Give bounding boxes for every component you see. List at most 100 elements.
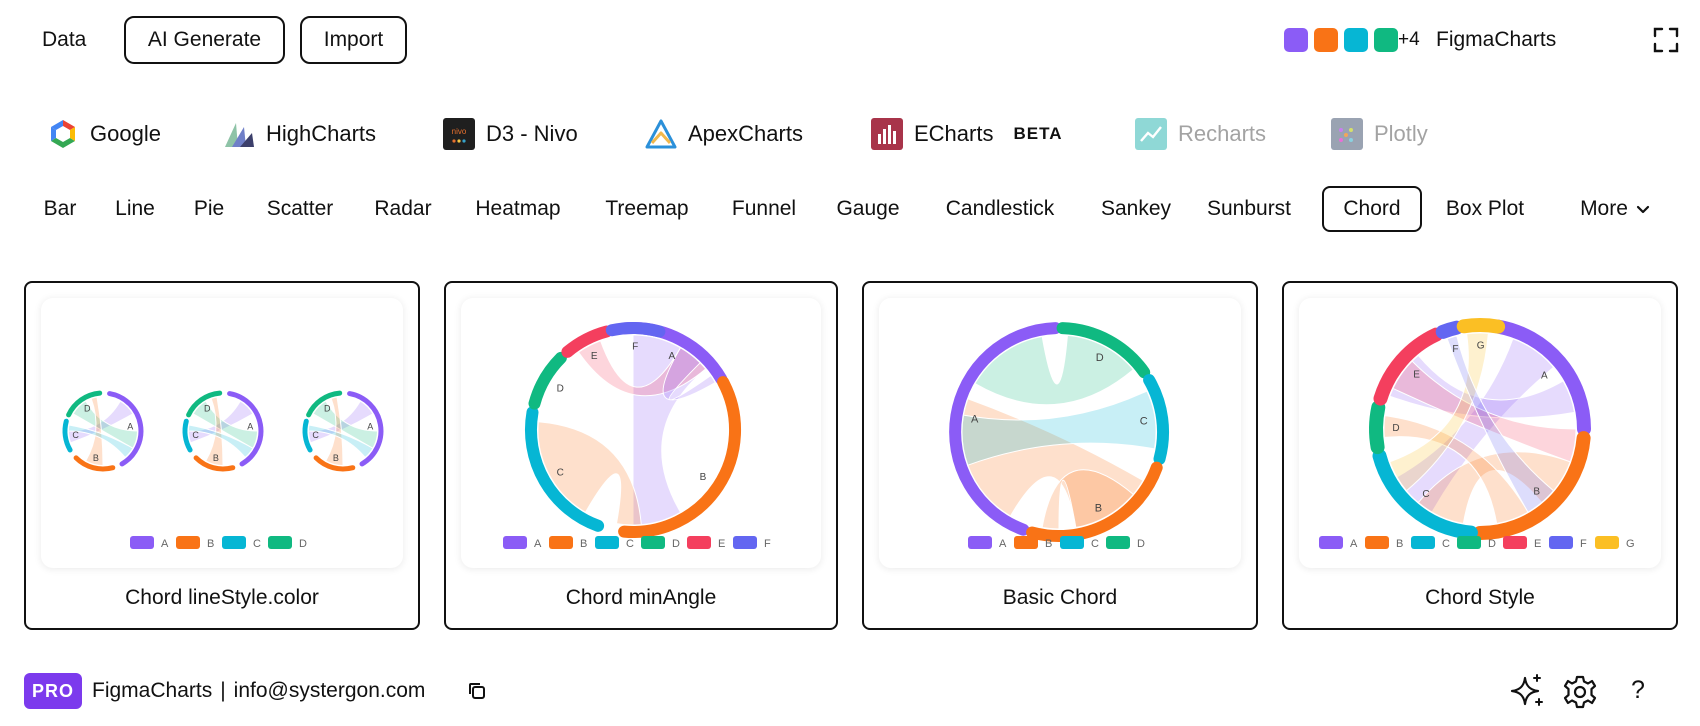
- card-title: Chord minAngle: [565, 586, 717, 609]
- chord-arc: [73, 455, 116, 472]
- chart-preview: A B C D E F A B C D E F: [461, 298, 821, 568]
- google-logo-icon: [46, 117, 80, 151]
- chord-arc: [107, 391, 144, 467]
- template-card[interactable]: A B C D E F G A B C D E F G Chord Style: [1282, 281, 1678, 630]
- account-info: FigmaCharts | info@systergon.com: [92, 679, 425, 703]
- library-label: Google: [90, 121, 161, 146]
- template-card[interactable]: A D C B A B C D Basic Chord: [862, 281, 1258, 630]
- chord-arc: [1373, 327, 1443, 406]
- ai-generate-button[interactable]: AI Generate: [124, 16, 285, 64]
- chord-arc: [62, 418, 73, 453]
- template-card[interactable]: A B C D A B C D A B C D A B C D Chord lineStyle.color: [24, 281, 420, 630]
- fullscreen-icon[interactable]: [1652, 26, 1680, 54]
- library-plotly[interactable]: Plotly: [1330, 114, 1428, 154]
- top-bar: Data AI Generate Import +4 FigmaCharts: [0, 0, 1700, 82]
- tab-chord[interactable]: Chord: [1322, 186, 1422, 232]
- theme-swatches[interactable]: [1284, 28, 1398, 52]
- chord-arc: [1473, 431, 1591, 540]
- legend-label: A: [999, 538, 1007, 550]
- tab-scatter[interactable]: Scatter: [266, 197, 334, 220]
- chord-node-label: D: [204, 404, 211, 414]
- tab-sunburst[interactable]: Sunburst: [1206, 197, 1292, 220]
- chord-ribbon: [1446, 335, 1555, 513]
- chevron-down-icon: [1636, 205, 1650, 214]
- legend-swatch: [130, 536, 154, 549]
- chord-node-label: B: [700, 472, 707, 483]
- legend-label: B: [1045, 538, 1052, 550]
- chord-ribbon: [1389, 332, 1489, 492]
- beta-badge: BETA: [1013, 124, 1063, 143]
- legend-swatch: [1319, 536, 1343, 549]
- tab-gauge[interactable]: Gauge: [836, 197, 900, 220]
- tab-box-plot[interactable]: Box Plot: [1445, 197, 1525, 220]
- legend-swatch: [549, 536, 573, 549]
- chord-chart-preview: A B C D E F A B C D E F: [503, 322, 771, 550]
- card-title: Basic Chord: [1002, 586, 1118, 609]
- pro-badge[interactable]: PRO: [24, 673, 82, 709]
- chord-ribbon: [67, 424, 134, 459]
- template-card[interactable]: A B C D E F A B C D E F Chord minAngle: [444, 281, 838, 630]
- tab-radar[interactable]: Radar: [374, 197, 432, 220]
- gear-icon[interactable]: [1562, 674, 1598, 710]
- legend-label: D: [299, 538, 307, 550]
- legend-label: B: [580, 538, 587, 550]
- tab-bar[interactable]: Bar: [43, 197, 77, 220]
- legend-label: D: [1488, 538, 1496, 550]
- nivo-logo-icon: nivo: [442, 117, 476, 151]
- legend-swatch: [595, 536, 619, 549]
- tab-pie[interactable]: Pie: [193, 197, 225, 220]
- library-apexcharts[interactable]: ApexCharts: [644, 114, 803, 154]
- import-button[interactable]: Import: [300, 16, 407, 64]
- color-swatch[interactable]: [1374, 28, 1398, 52]
- chord-node-label: D: [324, 404, 331, 414]
- card-title: Chord lineStyle.color: [125, 586, 319, 609]
- legend-swatch: [1411, 536, 1435, 549]
- legend-label: E: [718, 538, 725, 550]
- tab-sankey[interactable]: Sankey: [1100, 197, 1172, 220]
- chord-arc: [1491, 319, 1591, 436]
- tab-line[interactable]: Line: [115, 197, 155, 220]
- footer-email: info@systergon.com: [233, 679, 426, 702]
- tab-more[interactable]: More: [1554, 186, 1676, 232]
- library-highcharts[interactable]: HighCharts: [222, 114, 376, 154]
- chord-node-label: B: [1533, 486, 1540, 497]
- library-recharts[interactable]: Recharts: [1134, 114, 1266, 154]
- chord-arc: [1435, 320, 1464, 339]
- tab-treemap[interactable]: Treemap: [605, 197, 689, 220]
- chord-ribbon: [961, 390, 1157, 466]
- chord-ribbon: [662, 347, 716, 401]
- library-label: D3 - Nivo: [486, 121, 578, 146]
- legend-label: C: [626, 538, 634, 550]
- help-icon[interactable]: ?: [1631, 676, 1645, 704]
- extra-swatch-count[interactable]: +4: [1398, 29, 1420, 50]
- chord-chart-preview: A D C B A B C D: [949, 322, 1170, 550]
- library-echarts[interactable]: ECharts BETA: [870, 114, 1063, 154]
- chord-arc: [347, 391, 384, 467]
- copy-icon[interactable]: [467, 681, 487, 701]
- chord-node-label: E: [591, 351, 598, 362]
- library-google[interactable]: Google: [46, 114, 161, 154]
- legend-swatch: [1106, 536, 1130, 549]
- chord-arc: [524, 406, 605, 532]
- legend-swatch: [687, 536, 711, 549]
- data-tab[interactable]: Data: [42, 28, 87, 51]
- color-swatch[interactable]: [1314, 28, 1338, 52]
- color-swatch[interactable]: [1344, 28, 1368, 52]
- sparkle-icon[interactable]: [1508, 672, 1546, 710]
- chord-ribbon: [974, 334, 1135, 406]
- chord-ribbon: [1383, 415, 1529, 525]
- legend-swatch: [503, 536, 527, 549]
- legend-swatch: [1503, 536, 1527, 549]
- chord-arc: [1056, 322, 1151, 379]
- library-d3-nivo[interactable]: nivo D3 - Nivo: [442, 114, 578, 154]
- chord-arc: [1026, 461, 1163, 542]
- tab-candlestick[interactable]: Candlestick: [945, 197, 1055, 220]
- tab-funnel[interactable]: Funnel: [731, 197, 797, 220]
- chord-node-label: D: [1096, 352, 1104, 364]
- chord-arc: [1372, 448, 1478, 540]
- tab-heatmap[interactable]: Heatmap: [475, 197, 561, 220]
- chord-node-label: A: [127, 421, 133, 431]
- card-title: Chord Style: [1425, 586, 1535, 609]
- color-swatch[interactable]: [1284, 28, 1308, 52]
- chord-arc: [1143, 374, 1170, 465]
